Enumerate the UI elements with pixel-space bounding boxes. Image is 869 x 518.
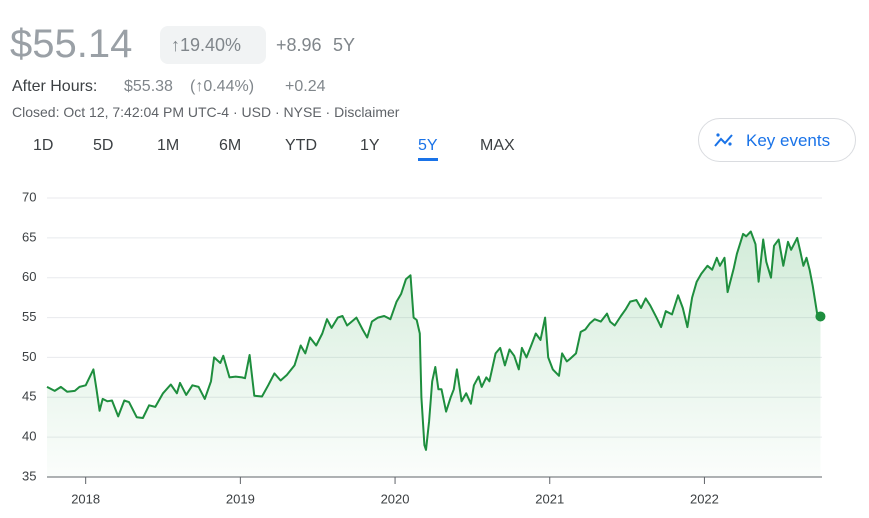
after-hours-price: $55.38 — [124, 78, 173, 95]
change-pill — [160, 26, 266, 64]
y-tick-label: 65 — [22, 229, 36, 244]
x-tick-label: 2020 — [381, 491, 410, 506]
range-tab[interactable]: 5D — [93, 137, 114, 154]
y-tick-label: 55 — [22, 309, 36, 324]
y-tick-label: 45 — [22, 389, 36, 404]
price: $55.14 — [10, 22, 133, 66]
area — [47, 231, 821, 477]
x-tick-label: 2022 — [690, 491, 719, 506]
range-tab[interactable]: 6M — [219, 137, 242, 154]
x-tick-label: 2021 — [535, 491, 564, 506]
range-tab[interactable]: YTD — [285, 137, 317, 154]
range-tab[interactable]: MAX — [480, 137, 515, 154]
y-tick-label: 40 — [22, 429, 36, 444]
change-pct: ↑19.40% — [171, 35, 242, 55]
price-line — [46, 230, 821, 451]
y-tick-label: 70 — [22, 189, 36, 204]
range-tab[interactable]: 1M — [157, 137, 180, 154]
range-tab[interactable]: 5Y — [418, 137, 438, 161]
y-tick-label: 60 — [22, 269, 36, 284]
key-events-icon — [714, 133, 733, 147]
change: +8.96 — [276, 35, 322, 55]
status: Closed: Oct 12, 7:42:04 PM UTC-4 · USD ·… — [12, 104, 400, 120]
period: 5Y — [333, 35, 356, 55]
x-tick-label: 2019 — [226, 491, 255, 506]
x-tick-label: 2018 — [71, 491, 100, 506]
last-point — [815, 311, 826, 322]
after-hours-change-pct: (↑0.44%) — [190, 78, 255, 95]
range-tab[interactable]: 1Y — [360, 137, 380, 154]
after-hours-label: After Hours: — [12, 78, 98, 95]
y-tick-label: 35 — [22, 468, 36, 483]
chart: 35 40 45 50 55 60 65 70 2018 2019 2020 2021 2022 — [22, 189, 826, 506]
after-hours-change: +0.24 — [285, 78, 326, 95]
key-events-label: Key events — [746, 131, 831, 150]
y-tick-label: 50 — [22, 349, 36, 364]
key-events-button[interactable]: Key events — [698, 118, 856, 162]
range-tab[interactable]: 1D — [33, 137, 54, 154]
